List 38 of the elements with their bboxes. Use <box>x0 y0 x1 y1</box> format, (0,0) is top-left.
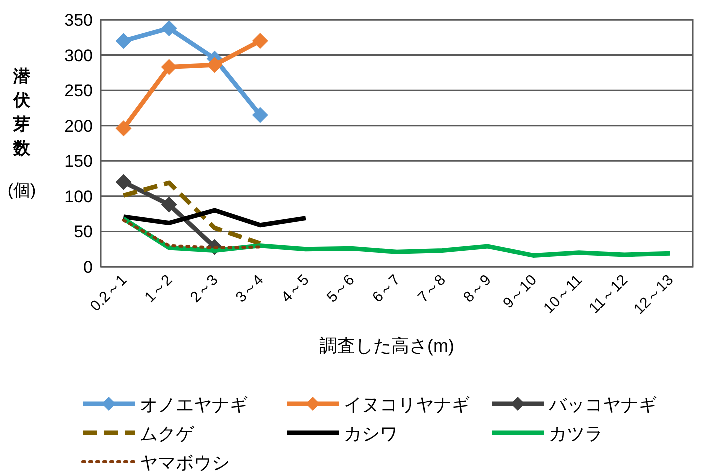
x-axis-title: 調査した高さ(m) <box>320 336 454 356</box>
y-tick-label: 0 <box>84 258 93 277</box>
point <box>161 59 178 76</box>
x-tick-label: 1～2 <box>142 272 176 306</box>
y-tick-label: 150 <box>64 152 93 172</box>
point <box>252 33 268 50</box>
y-tick-label: 100 <box>64 187 93 206</box>
y-tick-label: 300 <box>64 46 93 66</box>
legend-label: ヤマボウシ <box>140 453 230 473</box>
legend-label: オノエヤナギ <box>140 395 248 415</box>
y-tick-label: 200 <box>64 116 93 136</box>
y-tick-label: 250 <box>64 82 93 101</box>
x-tick-label: 12～13 <box>630 272 678 318</box>
point <box>116 33 132 50</box>
legend-label: ムクゲ <box>140 424 195 444</box>
point <box>206 57 223 74</box>
legend-label: イヌコリヤナギ <box>344 395 470 415</box>
point <box>252 107 268 124</box>
legend-label: カシワ <box>344 424 398 444</box>
x-tick-label: 8～9 <box>460 272 495 306</box>
y-tick-label: 50 <box>74 222 93 242</box>
x-tick-label: 3～4 <box>232 272 268 306</box>
point <box>161 196 178 213</box>
point <box>116 174 132 190</box>
x-tick-label: 10～11 <box>540 272 586 318</box>
text: 潜伏芽数(個) <box>8 67 36 200</box>
x-tick-label: 11～12 <box>586 272 632 318</box>
x-tick-label: 4～5 <box>278 272 313 306</box>
point <box>161 20 178 36</box>
x-tick-label: 6～7 <box>369 272 404 306</box>
legend-label: バッコヤナギ <box>548 395 657 415</box>
x-tick-label: 2～3 <box>187 272 222 306</box>
y-tick-label: 350 <box>64 11 93 30</box>
x-tick-label: 7～8 <box>414 272 450 306</box>
x-tick-label: 5～6 <box>324 272 358 306</box>
x-tick-label: 9～10 <box>500 272 540 312</box>
point <box>116 120 132 137</box>
legend-label: カツラ <box>549 424 603 444</box>
